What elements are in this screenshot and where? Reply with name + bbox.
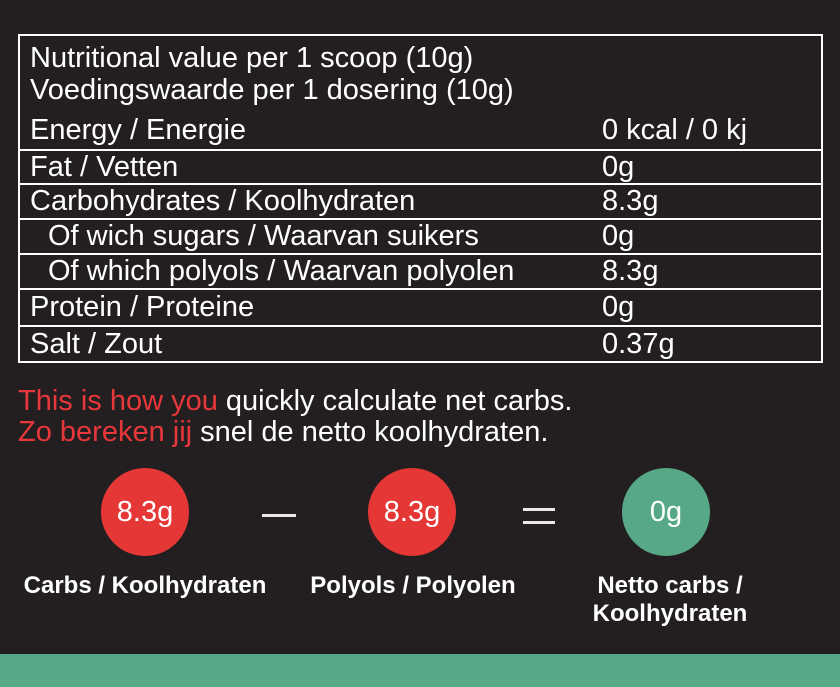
net-carbs-caption-line1: Netto carbs / — [597, 572, 743, 599]
row-value: 8.3g — [602, 185, 659, 217]
carbs-caption: Carbs / Koolhydraten — [23, 572, 267, 599]
table-row-carbohydrates: Carbohydrates / Koolhydraten 8.3g — [20, 183, 821, 218]
row-label: Fat / Vetten — [30, 150, 179, 183]
promo-highlight: This is how you — [18, 385, 218, 417]
promo-text: snel de netto koolhydraten. — [192, 416, 549, 448]
nutrition-table: Nutritional value per 1 scoop (10g) Voed… — [18, 34, 823, 363]
row-value: 0g — [602, 220, 635, 252]
table-row-polyols: Of which polyols / Waarvan polyolen 8.3g — [20, 253, 821, 288]
table-row-sugars: Of wich sugars / Waarvan suikers 0g — [20, 218, 821, 253]
polyols-caption: Polyols / Polyolen — [310, 572, 516, 599]
row-label: Protein / Proteine — [30, 291, 255, 323]
table-row-energy: Energy / Energie 0 kcal / 0 kj — [20, 111, 821, 149]
net-carbs-circle: 0g — [622, 468, 710, 556]
row-label: Of wich sugars / Waarvan suikers — [48, 220, 479, 252]
row-value: 8.3g — [602, 255, 659, 287]
row-value: 0g — [602, 150, 635, 183]
promo-highlight: Zo bereken jij — [18, 416, 193, 448]
row-label: Salt / Zout — [30, 327, 163, 360]
row-label: Of which polyols / Waarvan polyolen — [48, 255, 515, 287]
minus-sign — [262, 514, 296, 517]
table-row-protein: Protein / Proteine 0g — [20, 288, 821, 325]
table-row-salt: Salt / Zout 0.37g — [20, 325, 821, 361]
row-value: 0.37g — [602, 327, 675, 360]
promo-line-en: This is how you quickly calculate net ca… — [18, 385, 572, 417]
table-row-fat: Fat / Vetten 0g — [20, 149, 821, 183]
polyols-circle: 8.3g — [368, 468, 456, 556]
net-carbs-caption-line2: Koolhydraten — [592, 600, 748, 627]
row-value: 0 kcal / 0 kj — [602, 113, 748, 146]
row-label: Energy / Energie — [30, 113, 247, 146]
equals-sign-bottom — [523, 521, 555, 524]
table-heading-en: Nutritional value per 1 scoop (10g) — [30, 42, 474, 74]
promo-line-nl: Zo bereken jij snel de netto koolhydrate… — [18, 416, 548, 448]
carbs-circle: 8.3g — [101, 468, 189, 556]
promo-text: quickly calculate net carbs. — [217, 385, 573, 417]
row-label: Carbohydrates / Koolhydraten — [30, 185, 416, 217]
table-heading-nl: Voedingswaarde per 1 dosering (10g) — [30, 74, 514, 106]
footer-bar — [0, 654, 840, 687]
row-value: 0g — [602, 291, 635, 323]
equals-sign-top — [523, 508, 555, 511]
